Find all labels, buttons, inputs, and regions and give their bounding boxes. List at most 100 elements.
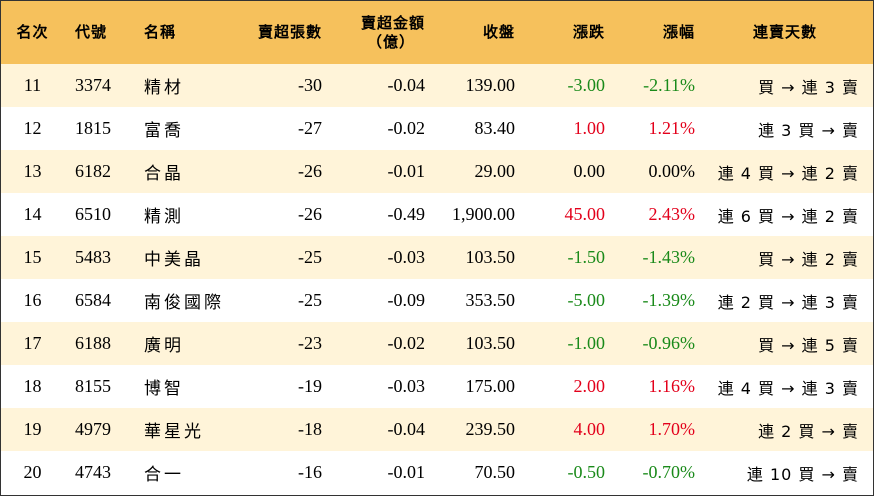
cell-net-sell-amount: -0.03 xyxy=(387,376,426,396)
table-row[interactable]: 15 5483 中美晶 -25 -0.03 103.50 -1.50 -1.43% 買 → 連 … xyxy=(1,236,873,279)
cell-code[interactable]: 4743 xyxy=(75,462,111,482)
header-close[interactable]: 收盤 xyxy=(482,23,515,41)
cell-streak: 連 10 買 → 賣 xyxy=(746,464,859,484)
cell-rank: 15 xyxy=(23,247,42,267)
cell-stock-name[interactable]: 合一 xyxy=(144,465,184,485)
cell-net-sell-amount: -0.49 xyxy=(387,204,426,224)
cell-streak: 連 4 買 → 連 2 賣 xyxy=(717,163,859,183)
cell-code[interactable]: 8155 xyxy=(75,376,111,396)
header-name[interactable]: 名稱 xyxy=(144,23,177,41)
cell-rank: 20 xyxy=(23,462,42,482)
cell-stock-name[interactable]: 精測 xyxy=(144,207,184,227)
cell-change: 2.00 xyxy=(573,376,606,396)
cell-net-sell-amount: -0.02 xyxy=(387,118,426,138)
cell-stock-name[interactable]: 廣明 xyxy=(144,336,184,356)
cell-code[interactable]: 6584 xyxy=(75,290,111,310)
header-net-sell-amount[interactable]: 賣超金額 （億） xyxy=(326,1,427,64)
cell-streak: 連 2 買 → 連 3 賣 xyxy=(717,292,859,312)
cell-close-price: 83.40 xyxy=(474,118,516,138)
cell-code[interactable]: 4979 xyxy=(75,419,111,439)
cell-net-sell-amount: -0.03 xyxy=(387,247,426,267)
cell-net-sell-lots: -30 xyxy=(298,75,322,95)
cell-net-sell-lots: -26 xyxy=(298,204,322,224)
cell-net-sell-amount: -0.01 xyxy=(387,161,426,181)
cell-stock-name[interactable]: 精材 xyxy=(144,78,184,98)
cell-net-sell-amount: -0.09 xyxy=(387,290,426,310)
table-row[interactable]: 11 3374 精材 -30 -0.04 139.00 -3.00 -2.11% 買 → 連 3… xyxy=(1,64,873,107)
cell-net-sell-lots: -16 xyxy=(298,462,322,482)
cell-change: -3.00 xyxy=(567,75,606,95)
cell-rank: 17 xyxy=(23,333,42,353)
table-row[interactable]: 18 8155 博智 -19 -0.03 175.00 2.00 1.16% 連 4 買 → 連… xyxy=(1,365,873,408)
cell-net-sell-amount: -0.01 xyxy=(387,462,426,482)
header-rank[interactable]: 名次 xyxy=(16,23,49,41)
cell-code[interactable]: 5483 xyxy=(75,247,111,267)
cell-rank: 12 xyxy=(23,118,42,138)
cell-code[interactable]: 3374 xyxy=(75,75,111,95)
cell-net-sell-lots: -26 xyxy=(298,161,322,181)
cell-streak: 買 → 連 3 賣 xyxy=(758,77,859,97)
cell-change-pct: -0.70% xyxy=(642,462,696,482)
cell-rank: 18 xyxy=(23,376,42,396)
cell-rank: 16 xyxy=(23,290,42,310)
cell-rank: 19 xyxy=(23,419,42,439)
cell-close-price: 139.00 xyxy=(465,75,516,95)
cell-streak: 連 2 買 → 賣 xyxy=(758,421,859,441)
cell-change-pct: -2.11% xyxy=(643,75,695,95)
cell-streak: 連 6 買 → 連 2 賣 xyxy=(717,206,859,226)
table-body: 11 3374 精材 -30 -0.04 139.00 -3.00 -2.11% 買 → 連 3… xyxy=(1,64,873,494)
header-change[interactable]: 漲跌 xyxy=(572,23,605,41)
cell-net-sell-lots: -25 xyxy=(298,247,322,267)
cell-rank: 13 xyxy=(23,161,42,181)
cell-code[interactable]: 1815 xyxy=(75,118,111,138)
cell-change: -1.50 xyxy=(567,247,606,267)
table-row[interactable]: 13 6182 合晶 -26 -0.01 29.00 0.00 0.00% 連 4 買 → 連 … xyxy=(1,150,873,193)
cell-change-pct: -1.39% xyxy=(642,290,696,310)
cell-net-sell-lots: -23 xyxy=(298,333,322,353)
cell-change-pct: 1.16% xyxy=(648,376,696,396)
cell-change-pct: -1.43% xyxy=(642,247,696,267)
table-row[interactable]: 17 6188 廣明 -23 -0.02 103.50 -1.00 -0.96% 買 → 連 5… xyxy=(1,322,873,365)
cell-streak: 買 → 連 5 賣 xyxy=(758,335,859,355)
cell-change-pct: 0.00% xyxy=(648,161,696,181)
cell-code[interactable]: 6510 xyxy=(75,204,111,224)
cell-net-sell-lots: -25 xyxy=(298,290,322,310)
header-change-pct[interactable]: 漲幅 xyxy=(662,23,695,41)
cell-streak: 買 → 連 2 賣 xyxy=(758,249,859,269)
cell-close-price: 353.50 xyxy=(465,290,516,310)
table-row[interactable]: 20 4743 合一 -16 -0.01 70.50 -0.50 -0.70% 連 10 買 →… xyxy=(1,451,873,494)
cell-close-price: 1,900.00 xyxy=(452,204,515,224)
cell-stock-name[interactable]: 博智 xyxy=(144,379,184,399)
cell-code[interactable]: 6188 xyxy=(75,333,111,353)
cell-change: 45.00 xyxy=(564,204,606,224)
table-row[interactable]: 12 1815 富喬 -27 -0.02 83.40 1.00 1.21% 連 3 買 → 賣 xyxy=(1,107,873,150)
cell-stock-name[interactable]: 南俊國際 xyxy=(144,293,224,313)
cell-close-price: 175.00 xyxy=(465,376,516,396)
cell-stock-name[interactable]: 中美晶 xyxy=(144,250,204,270)
cell-change: -5.00 xyxy=(567,290,606,310)
table-row[interactable]: 16 6584 南俊國際 -25 -0.09 353.50 -5.00 -1.39% 連 2 買… xyxy=(1,279,873,322)
cell-code[interactable]: 6182 xyxy=(75,161,111,181)
cell-close-price: 239.50 xyxy=(465,419,516,439)
cell-net-sell-lots: -19 xyxy=(298,376,322,396)
cell-stock-name[interactable]: 合晶 xyxy=(144,164,184,184)
table-header-row: 名次 代號 名稱 賣超張數 賣超金額 （億） 收盤 漲跌 漲幅 連賣天數 xyxy=(1,1,873,64)
cell-stock-name[interactable]: 華星光 xyxy=(144,422,204,442)
cell-net-sell-lots: -27 xyxy=(298,118,322,138)
cell-change-pct: 1.21% xyxy=(648,118,696,138)
cell-change-pct: -0.96% xyxy=(642,333,696,353)
header-code[interactable]: 代號 xyxy=(75,23,108,41)
cell-close-price: 70.50 xyxy=(474,462,516,482)
cell-streak: 連 3 買 → 賣 xyxy=(758,120,859,140)
header-streak[interactable]: 連賣天數 xyxy=(752,23,817,41)
cell-stock-name[interactable]: 富喬 xyxy=(144,121,184,141)
cell-streak: 連 4 買 → 連 3 賣 xyxy=(717,378,859,398)
table-row[interactable]: 19 4979 華星光 -18 -0.04 239.50 4.00 1.70% 連 2 買 → … xyxy=(1,408,873,451)
table-row[interactable]: 14 6510 精測 -26 -0.49 1,900.00 45.00 2.43% 連 6 買 … xyxy=(1,193,873,236)
header-net-sell-lots[interactable]: 賣超張數 xyxy=(257,23,322,41)
cell-change: 1.00 xyxy=(573,118,606,138)
cell-change-pct: 2.43% xyxy=(648,204,696,224)
cell-net-sell-amount: -0.04 xyxy=(387,419,426,439)
